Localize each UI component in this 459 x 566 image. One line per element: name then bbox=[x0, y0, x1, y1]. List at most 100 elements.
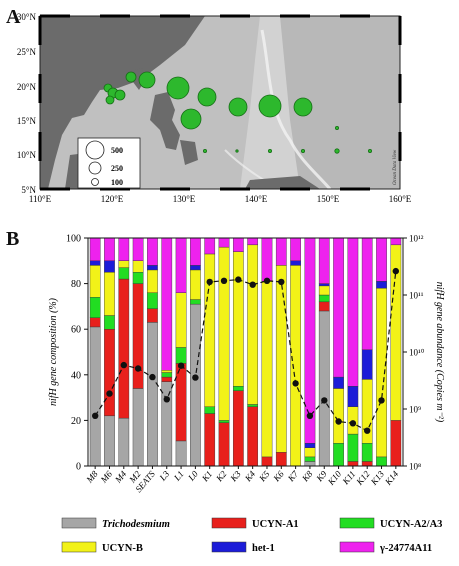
legend: Trichodesmium UCYN-A1 UCYN-A2/A3 UCYN-B het-… bbox=[61, 517, 442, 554]
lat-label: 30°N bbox=[17, 12, 37, 22]
abundance-point bbox=[92, 412, 99, 419]
y2-tick-label: 10⁸ bbox=[409, 462, 421, 472]
x-tick-label: K10 bbox=[325, 468, 343, 487]
x-tick-label: K5 bbox=[256, 468, 271, 484]
bar-segment bbox=[232, 390, 244, 467]
bar-segment bbox=[104, 315, 115, 330]
y-tick-label: 0 bbox=[76, 462, 81, 473]
y2-tick-label: 10¹² bbox=[409, 234, 424, 244]
bar-segment bbox=[361, 237, 373, 350]
y-axis-label: nifH gene composition (%) bbox=[48, 297, 59, 406]
abundance-point bbox=[235, 276, 242, 283]
bar-segment bbox=[318, 310, 330, 467]
abundance-point bbox=[163, 396, 170, 403]
legend-value: 100 bbox=[111, 178, 123, 187]
abundance-point bbox=[263, 277, 271, 284]
legend-swatch bbox=[211, 541, 247, 553]
bar-segment bbox=[89, 265, 101, 298]
y-tick-label: 80 bbox=[71, 279, 81, 290]
abundance-point bbox=[392, 267, 399, 275]
station-marker bbox=[300, 148, 305, 153]
lon-label: 160°E bbox=[389, 194, 412, 204]
y-tick-label: 40 bbox=[71, 370, 81, 381]
philippines-landmass bbox=[150, 92, 180, 150]
x-tick-label: K1 bbox=[199, 469, 214, 484]
abundance-line-path bbox=[94, 271, 397, 432]
abundance-point bbox=[149, 373, 156, 381]
bar-segment bbox=[318, 237, 330, 284]
bar-segment bbox=[333, 388, 344, 444]
bar-segment bbox=[376, 281, 387, 289]
bar-segment bbox=[161, 376, 173, 382]
bar-segment bbox=[147, 322, 158, 467]
bar-segment bbox=[161, 237, 173, 371]
station-marker bbox=[334, 148, 340, 154]
bar-segment bbox=[147, 292, 158, 309]
legend-label: UCYN-A2/A3 bbox=[380, 519, 442, 530]
bar-segment bbox=[161, 381, 173, 467]
bar-segment bbox=[290, 237, 301, 261]
bar-segment bbox=[247, 404, 259, 407]
panel-b-label: B bbox=[6, 228, 20, 250]
x-tick-label: K14 bbox=[382, 468, 400, 487]
x-tick-label: M4 bbox=[112, 468, 128, 485]
bar-segment bbox=[347, 237, 359, 387]
abundance-point bbox=[378, 397, 385, 404]
station-marker bbox=[267, 148, 272, 153]
x-tick-label: L1 bbox=[171, 469, 185, 483]
bar-segment bbox=[89, 317, 101, 328]
y2-tick-label: 10¹¹ bbox=[409, 291, 424, 301]
bar-segment bbox=[104, 237, 115, 261]
lon-label: 110°E bbox=[29, 194, 52, 204]
bar-segment bbox=[361, 442, 373, 462]
x-tick-label: K12 bbox=[354, 468, 372, 487]
legend-value: 500 bbox=[111, 146, 123, 155]
abundance-point bbox=[364, 427, 371, 434]
bar-segment bbox=[247, 406, 259, 467]
lat-label: 5°N bbox=[21, 185, 36, 195]
legend-swatch bbox=[339, 517, 375, 529]
bar-segment bbox=[204, 406, 216, 414]
bar-segment bbox=[147, 269, 158, 293]
bar-segment bbox=[218, 237, 230, 248]
station-marker bbox=[228, 97, 248, 117]
x-tick-label: L0 bbox=[186, 468, 201, 483]
legend-label: UCYN-A1 bbox=[252, 519, 299, 530]
abundance-point bbox=[120, 361, 128, 369]
lat-label: 25°N bbox=[17, 47, 37, 57]
abundance-point bbox=[249, 281, 256, 288]
abundance-point bbox=[292, 380, 299, 387]
bar-segment bbox=[333, 376, 344, 389]
bar-segment bbox=[147, 265, 158, 271]
bar-segment bbox=[118, 260, 130, 268]
nifh-composition-chart: 0 20 40 60 80 100 10⁸ 10⁹ 10¹⁰ 10¹¹ 10¹² M8M6M4M2… bbox=[48, 234, 445, 555]
x-tick-label: K3 bbox=[228, 468, 243, 484]
legend-value: 250 bbox=[111, 164, 123, 173]
bar-segment bbox=[304, 461, 316, 467]
bar-segment bbox=[304, 447, 316, 458]
bar-segment bbox=[118, 237, 130, 261]
bar-segment bbox=[390, 237, 402, 246]
y-tick-label: 20 bbox=[71, 416, 81, 427]
x-tick-label: M8 bbox=[84, 468, 100, 485]
bar-segment bbox=[290, 260, 301, 266]
lon-label: 150°E bbox=[317, 194, 340, 204]
bar-segment bbox=[275, 237, 287, 266]
bar-segment bbox=[261, 237, 273, 282]
station-marker bbox=[125, 71, 137, 83]
bar-segment bbox=[218, 246, 230, 421]
bar-segment bbox=[333, 442, 344, 467]
station-marker bbox=[334, 126, 339, 131]
legend-label: γ-24774A11 bbox=[379, 543, 432, 554]
legend-swatch bbox=[61, 541, 97, 553]
abundance-point bbox=[192, 374, 199, 381]
bar-segment bbox=[304, 442, 316, 448]
station-marker bbox=[105, 95, 115, 105]
bar-segment bbox=[147, 308, 158, 323]
x-tick-label: K13 bbox=[368, 468, 386, 487]
legend-label: het-1 bbox=[252, 543, 275, 554]
bar-segment bbox=[204, 413, 216, 467]
abundance-point bbox=[220, 277, 228, 284]
bar-segment bbox=[318, 294, 330, 303]
